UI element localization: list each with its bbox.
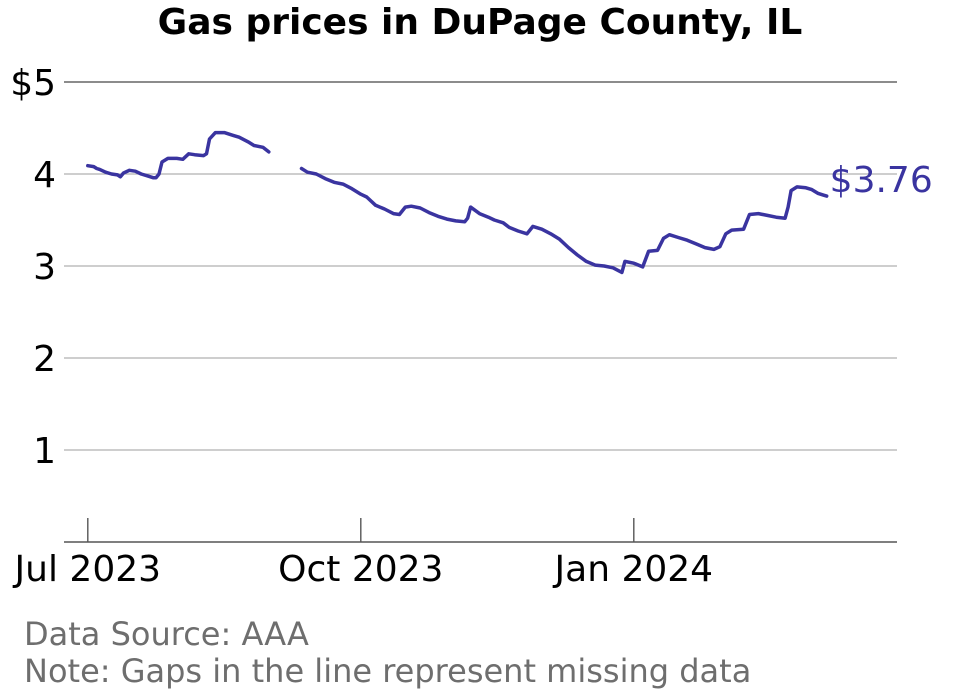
- x-tick-label: Oct 2023: [278, 549, 443, 590]
- y-tick-label: 1: [33, 431, 56, 472]
- x-axis-ticks: Jul 2023 Oct 2023 Jan 2024: [13, 518, 714, 590]
- chart-title: Gas prices in DuPage County, IL: [157, 2, 803, 43]
- x-tick-label: Jul 2023: [13, 549, 162, 590]
- missing-data-note: Note: Gaps in the line represent missing…: [24, 652, 752, 690]
- price-line-segment: [86, 130, 271, 180]
- y-axis-ticks: $5 4 3 2 1: [10, 63, 56, 472]
- end-value-label: $3.76: [830, 160, 933, 201]
- x-tick-label: Jan 2024: [553, 549, 714, 590]
- line-chart: $5 4 3 2 1 Jul 2023 Oct 2023 Jan 2024 $3.76: [10, 63, 933, 590]
- y-tick-label: $5: [10, 63, 56, 104]
- y-tick-label: 2: [33, 339, 56, 380]
- data-source-note: Data Source: AAA: [24, 615, 309, 653]
- y-tick-label: 4: [33, 155, 56, 196]
- y-tick-label: 3: [33, 247, 56, 288]
- gridlines: [64, 81, 897, 451]
- series-layer: [86, 130, 829, 275]
- price-line-segment: [299, 166, 829, 275]
